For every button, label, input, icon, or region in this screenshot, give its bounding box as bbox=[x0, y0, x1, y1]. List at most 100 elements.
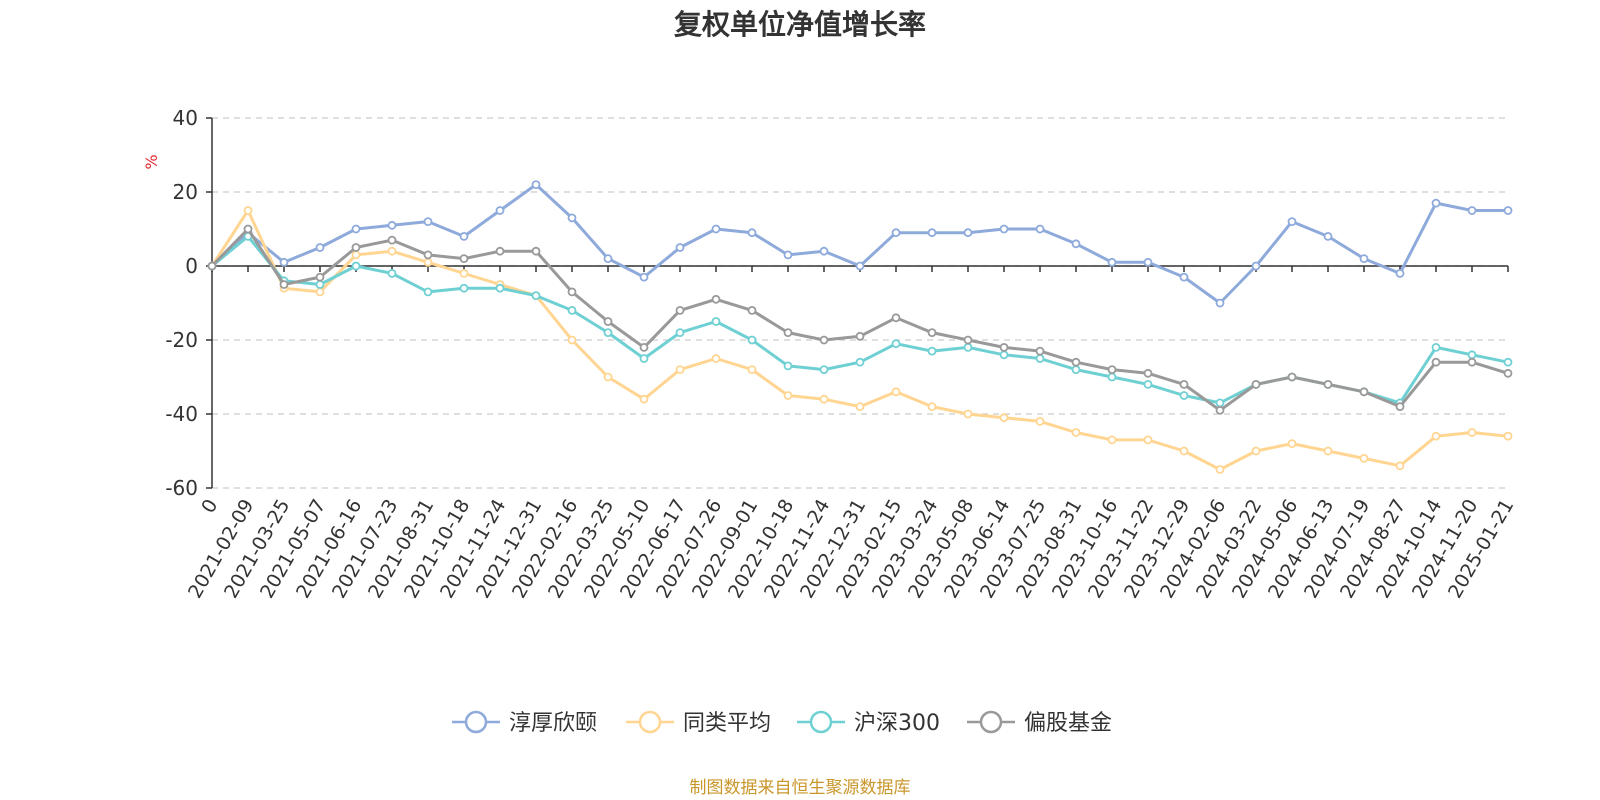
data-point[interactable] bbox=[1179, 446, 1189, 456]
data-point[interactable] bbox=[423, 217, 433, 227]
data-point[interactable] bbox=[1215, 405, 1225, 415]
data-point[interactable] bbox=[1107, 257, 1117, 267]
data-point[interactable] bbox=[639, 272, 649, 282]
data-point[interactable] bbox=[783, 250, 793, 260]
data-point[interactable] bbox=[1215, 398, 1225, 408]
data-point[interactable] bbox=[1323, 446, 1333, 456]
data-point[interactable] bbox=[315, 272, 325, 282]
data-point[interactable] bbox=[1503, 357, 1513, 367]
data-point[interactable] bbox=[999, 342, 1009, 352]
data-point[interactable] bbox=[639, 342, 649, 352]
data-point[interactable] bbox=[1395, 268, 1405, 278]
data-point[interactable] bbox=[891, 387, 901, 397]
data-point[interactable] bbox=[315, 287, 325, 297]
data-point[interactable] bbox=[1035, 354, 1045, 363]
data-point[interactable] bbox=[963, 409, 973, 419]
data-point[interactable] bbox=[315, 280, 325, 289]
data-point[interactable] bbox=[1143, 368, 1153, 378]
data-point[interactable] bbox=[495, 246, 505, 256]
data-point[interactable] bbox=[531, 180, 541, 190]
data-point[interactable] bbox=[711, 317, 721, 326]
data-point[interactable] bbox=[1107, 365, 1117, 375]
data-point[interactable] bbox=[459, 231, 469, 241]
data-point[interactable] bbox=[963, 228, 973, 238]
data-point[interactable] bbox=[1107, 435, 1117, 445]
data-point[interactable] bbox=[1035, 224, 1045, 234]
data-point[interactable] bbox=[819, 246, 829, 256]
data-point[interactable] bbox=[1143, 257, 1153, 267]
data-point[interactable] bbox=[567, 335, 577, 345]
data-point[interactable] bbox=[963, 335, 973, 345]
data-point[interactable] bbox=[1215, 465, 1225, 474]
data-point[interactable] bbox=[855, 402, 865, 412]
data-point[interactable] bbox=[387, 268, 397, 278]
data-point[interactable] bbox=[711, 224, 721, 234]
data-point[interactable] bbox=[423, 250, 433, 260]
data-point[interactable] bbox=[1287, 439, 1297, 449]
data-point[interactable] bbox=[747, 335, 757, 345]
data-point[interactable] bbox=[1467, 357, 1477, 367]
data-point[interactable] bbox=[927, 402, 937, 412]
data-point[interactable] bbox=[1467, 428, 1477, 437]
data-point[interactable] bbox=[783, 328, 793, 338]
data-point[interactable] bbox=[927, 328, 937, 338]
data-point[interactable] bbox=[747, 365, 757, 375]
data-point[interactable] bbox=[207, 261, 217, 271]
data-point[interactable] bbox=[747, 228, 757, 238]
data-point[interactable] bbox=[1431, 342, 1441, 352]
data-point[interactable] bbox=[423, 287, 433, 297]
data-point[interactable] bbox=[1287, 217, 1297, 227]
data-point[interactable] bbox=[999, 350, 1009, 360]
data-point[interactable] bbox=[603, 372, 613, 382]
data-point[interactable] bbox=[1071, 365, 1081, 375]
data-point[interactable] bbox=[711, 294, 721, 304]
data-point[interactable] bbox=[927, 228, 937, 238]
data-point[interactable] bbox=[1323, 379, 1333, 389]
data-point[interactable] bbox=[1071, 357, 1081, 367]
data-point[interactable] bbox=[387, 220, 397, 230]
data-point[interactable] bbox=[783, 361, 793, 371]
data-point[interactable] bbox=[459, 268, 469, 278]
legend-item-0[interactable]: 淳厚欣颐 bbox=[452, 710, 597, 736]
data-point[interactable] bbox=[1071, 428, 1081, 437]
data-point[interactable] bbox=[1071, 239, 1081, 249]
data-point[interactable] bbox=[891, 339, 901, 349]
data-point[interactable] bbox=[567, 287, 577, 297]
data-point[interactable] bbox=[567, 213, 577, 223]
data-point[interactable] bbox=[351, 243, 361, 252]
legend-item-3[interactable]: 偏股基金 bbox=[967, 710, 1112, 736]
data-point[interactable] bbox=[351, 224, 361, 234]
data-point[interactable] bbox=[891, 228, 901, 238]
data-point[interactable] bbox=[1251, 446, 1261, 456]
data-point[interactable] bbox=[279, 280, 289, 289]
data-point[interactable] bbox=[1251, 261, 1261, 271]
data-point[interactable] bbox=[891, 313, 901, 323]
data-point[interactable] bbox=[1359, 453, 1369, 463]
data-point[interactable] bbox=[1359, 387, 1369, 397]
data-point[interactable] bbox=[315, 243, 325, 252]
data-point[interactable] bbox=[675, 328, 685, 338]
data-point[interactable] bbox=[1503, 368, 1513, 378]
data-point[interactable] bbox=[1431, 357, 1441, 367]
data-point[interactable] bbox=[747, 305, 757, 315]
data-point[interactable] bbox=[387, 235, 397, 245]
data-point[interactable] bbox=[1179, 379, 1189, 389]
data-point[interactable] bbox=[855, 261, 865, 271]
legend-item-2[interactable]: 沪深300 bbox=[797, 710, 940, 736]
data-point[interactable] bbox=[927, 346, 937, 356]
data-point[interactable] bbox=[1179, 391, 1189, 400]
data-point[interactable] bbox=[1431, 431, 1441, 441]
data-point[interactable] bbox=[603, 254, 613, 264]
data-point[interactable] bbox=[531, 246, 541, 256]
data-point[interactable] bbox=[675, 365, 685, 375]
data-point[interactable] bbox=[1107, 372, 1117, 382]
data-point[interactable] bbox=[1431, 198, 1441, 208]
data-point[interactable] bbox=[639, 354, 649, 363]
data-point[interactable] bbox=[1035, 416, 1045, 426]
data-point[interactable] bbox=[459, 283, 469, 293]
data-point[interactable] bbox=[675, 243, 685, 252]
data-point[interactable] bbox=[639, 394, 649, 404]
data-point[interactable] bbox=[423, 257, 433, 267]
data-point[interactable] bbox=[819, 365, 829, 375]
data-point[interactable] bbox=[711, 354, 721, 363]
